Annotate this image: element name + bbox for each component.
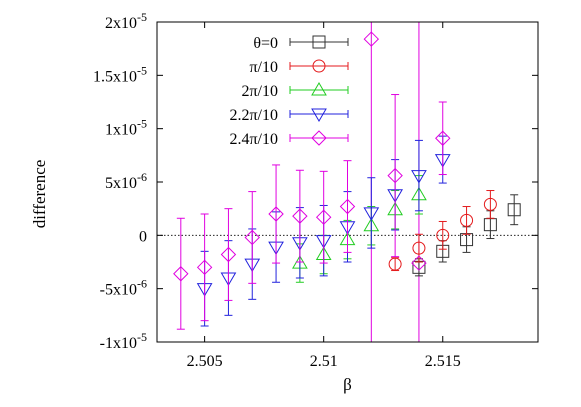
y-tick-label: 2x10-5	[105, 10, 147, 32]
legend-label: θ=0	[253, 35, 278, 52]
y-tick-label: 0	[139, 228, 147, 245]
legend-marker	[312, 59, 326, 73]
data-point-5-7	[315, 209, 332, 225]
data-point-2-2	[412, 241, 426, 255]
data-point-2-3	[436, 228, 450, 242]
legend-marker	[311, 108, 327, 122]
data-point-5-10	[387, 167, 403, 184]
x-axis-label: β	[343, 375, 352, 394]
x-tick-label: 2.515	[425, 353, 461, 370]
data-point-5-5	[268, 206, 284, 222]
legend-marker	[311, 130, 327, 146]
series-3	[292, 175, 427, 283]
legend-label: 2.2π/10	[229, 107, 278, 124]
data-point-5-4	[244, 229, 260, 246]
series-2	[388, 190, 497, 272]
y-tick-label: 1.5x10-5	[93, 63, 147, 85]
data-point-5-3	[220, 246, 237, 263]
data-point-4-10	[411, 170, 427, 184]
y-axis-label: difference	[30, 160, 49, 229]
legend-marker	[312, 35, 326, 49]
data-point-1-5	[507, 203, 521, 217]
x-tick-label: 2.505	[187, 353, 223, 370]
data-point-2-1	[388, 257, 402, 271]
tick-layer: 2.505 2.51 2.515 -1x10-5 -5x10-6 0 5x10-6 1x10-…	[93, 10, 538, 370]
x-tick-label: 2.51	[310, 353, 338, 370]
legend-item-5: 2.4π/10	[229, 130, 349, 148]
legend-label: 2.4π/10	[229, 131, 278, 148]
series-5	[173, 31, 451, 330]
legend: θ=0 π/10 2π/10 2.2π/10 2.4π/10	[229, 35, 349, 148]
y-tick-label: -5x10-6	[100, 277, 147, 299]
series-1	[412, 194, 521, 277]
legend-marker	[311, 82, 327, 96]
series-layer	[173, 31, 521, 330]
data-point-5-12	[435, 130, 451, 146]
legend-label: π/10	[249, 59, 278, 76]
data-point-5-2	[196, 259, 213, 276]
data-point-5-1	[173, 266, 189, 282]
legend-item-3: 2π/10	[241, 82, 349, 100]
data-point-2-4	[460, 213, 474, 227]
legend-label: 2π/10	[241, 83, 278, 100]
data-point-5-8	[339, 198, 356, 215]
data-point-4-8	[363, 207, 380, 221]
legend-item-2: π/10	[249, 59, 349, 76]
y-tick-label: 5x10-6	[105, 170, 147, 192]
data-point-5-6	[292, 208, 308, 224]
legend-item-4: 2.2π/10	[229, 107, 349, 124]
data-point-5-9	[363, 31, 380, 47]
data-point-2-5	[483, 197, 497, 211]
y-tick-label: 1x10-5	[105, 117, 147, 139]
data-point-5-11	[411, 255, 427, 271]
y-tick-label: -1x10-5	[100, 330, 147, 352]
legend-item-1: θ=0	[253, 35, 349, 52]
